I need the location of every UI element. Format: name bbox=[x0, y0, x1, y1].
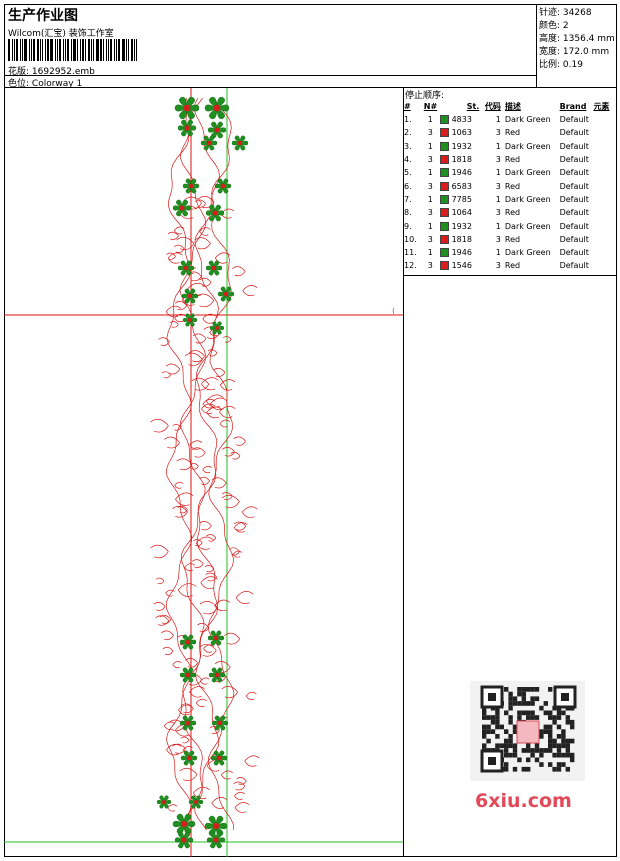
color-swatch bbox=[439, 115, 449, 125]
color-swatch bbox=[439, 128, 449, 138]
table-row: 10. 3 1818 3 Red Default bbox=[404, 234, 589, 244]
divider bbox=[4, 75, 536, 76]
svg-text:⟨: ⟨ bbox=[392, 307, 395, 315]
stop-sequence-box: 停止顺序: # N# St. 代码 描述 Brand 元素 1. 1 4833 1 Da… bbox=[404, 88, 617, 276]
color-swatch bbox=[439, 234, 449, 244]
table-row: 5. 1 1946 1 Dark Green Default bbox=[404, 168, 589, 178]
table-header-row: # N# St. 代码 描述 Brand 元素 bbox=[404, 100, 617, 113]
table-row: 2. 3 1063 3 Red Default bbox=[404, 128, 589, 138]
stat-stitches: 针迹: 34268 bbox=[539, 8, 592, 18]
color-swatch bbox=[439, 248, 449, 258]
embroidery-design: ⟨ bbox=[4, 88, 403, 857]
stop-sequence-table: # N# St. 代码 描述 Brand 元素 1. 1 4833 1 Dark Gre… bbox=[404, 100, 617, 273]
design-preview: ⟨ bbox=[4, 88, 404, 857]
col-element: 元素 bbox=[593, 102, 610, 111]
col-index: # bbox=[404, 102, 411, 111]
qr-code bbox=[470, 681, 585, 781]
table-row: 8. 3 1064 3 Red Default bbox=[404, 208, 589, 218]
header-info: 生产作业图 Wilcom(汇宝) 装饰工作室 花版: 1692952.emb 色… bbox=[4, 4, 537, 89]
sheet-title: 生产作业图 bbox=[8, 8, 78, 24]
color-swatch bbox=[439, 208, 449, 218]
sheet-frame bbox=[4, 4, 617, 857]
color-swatch bbox=[439, 141, 449, 151]
colorway-label: 色位: bbox=[8, 79, 30, 89]
color-swatch bbox=[439, 261, 449, 271]
table-row: 12. 3 1546 3 Red Default bbox=[404, 261, 589, 271]
table-row: 11. 1 1946 1 Dark Green Default bbox=[404, 248, 589, 258]
pattern-file: 1692952.emb bbox=[31, 67, 95, 77]
barcode bbox=[8, 39, 139, 61]
stop-sequence-title: 停止顺序: bbox=[405, 91, 445, 101]
pattern-label: 花版: bbox=[8, 67, 30, 77]
stat-scale: 比例: 0.19 bbox=[539, 60, 583, 70]
col-needle: N# bbox=[423, 102, 438, 111]
table-row: 9. 1 1932 1 Dark Green Default bbox=[404, 221, 589, 231]
red-vine-outlines bbox=[150, 97, 260, 831]
stat-height: 高度: 1356.4 mm bbox=[539, 34, 615, 44]
table-row: 6. 3 6583 3 Red Default bbox=[404, 181, 589, 191]
colorway-value: Colorway 1 bbox=[31, 79, 83, 89]
table-row: 3. 1 1932 1 Dark Green Default bbox=[404, 141, 589, 151]
green-flower-motifs bbox=[156, 96, 249, 849]
col-stitches: St. bbox=[466, 102, 480, 111]
table-row: 1. 1 4833 1 Dark Green Default bbox=[404, 115, 589, 125]
stat-width: 宽度: 172.0 mm bbox=[539, 47, 610, 57]
color-swatch bbox=[439, 181, 449, 191]
color-swatch bbox=[439, 194, 449, 204]
table-row: 4. 3 1818 3 Red Default bbox=[404, 155, 589, 165]
watermark-logo: 6xiu.com bbox=[475, 790, 572, 812]
colorway-row: 色位: Colorway 1 bbox=[8, 76, 82, 89]
col-code: 代码 bbox=[484, 102, 501, 111]
color-swatch bbox=[439, 155, 449, 165]
stats-box: 针迹: 34268 颜色: 2 高度: 1356.4 mm 宽度: 172.0 … bbox=[537, 4, 617, 88]
color-swatch bbox=[439, 168, 449, 178]
table-row: 7. 1 7785 1 Dark Green Default bbox=[404, 194, 589, 204]
col-brand: Brand bbox=[559, 102, 587, 111]
stat-colors: 颜色: 2 bbox=[539, 21, 569, 31]
color-swatch bbox=[439, 221, 449, 231]
stop-sequence-panel: 停止顺序: # N# St. 代码 描述 Brand 元素 1. 1 4833 1 Da… bbox=[404, 88, 617, 857]
qr-pattern bbox=[480, 685, 577, 773]
pattern-row: 花版: 1692952.emb bbox=[8, 64, 95, 77]
col-description: 描述 bbox=[504, 102, 521, 111]
company-name: Wilcom(汇宝) 装饰工作室 bbox=[8, 29, 114, 39]
